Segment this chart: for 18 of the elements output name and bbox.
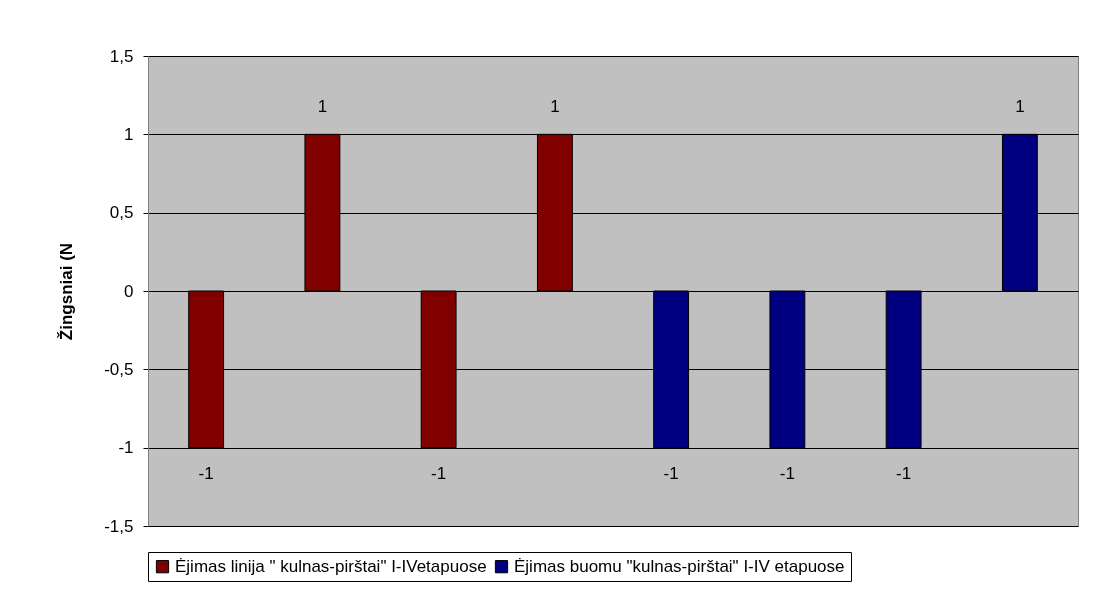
y-axis-title: Žingsniai (N — [57, 242, 77, 341]
data-label: -1 — [431, 463, 447, 483]
data-label: 1 — [1015, 97, 1025, 117]
data-label: -1 — [663, 463, 679, 483]
data-label: -1 — [896, 463, 912, 483]
y-tick-label: 1,5 — [109, 46, 134, 66]
y-tick-label: -0,5 — [104, 359, 134, 379]
data-label: 1 — [317, 97, 328, 117]
legend-label: Ėjimas buomu "kulnas-pirštai" I-IV etapuose — [514, 556, 845, 576]
y-tick-label: 1 — [124, 124, 134, 144]
data-label: 1 — [550, 97, 560, 117]
data-label: -1 — [779, 463, 795, 483]
y-tick-label: 0,5 — [109, 203, 134, 223]
y-tick-label: 0 — [124, 281, 134, 301]
y-tick-label: -1,5 — [104, 516, 134, 536]
y-tick-label: -1 — [118, 438, 134, 458]
data-label: -1 — [198, 463, 214, 483]
legend-label: Ėjimas linija " kulnas-pirštai" I-IVetapuose — [175, 556, 487, 576]
